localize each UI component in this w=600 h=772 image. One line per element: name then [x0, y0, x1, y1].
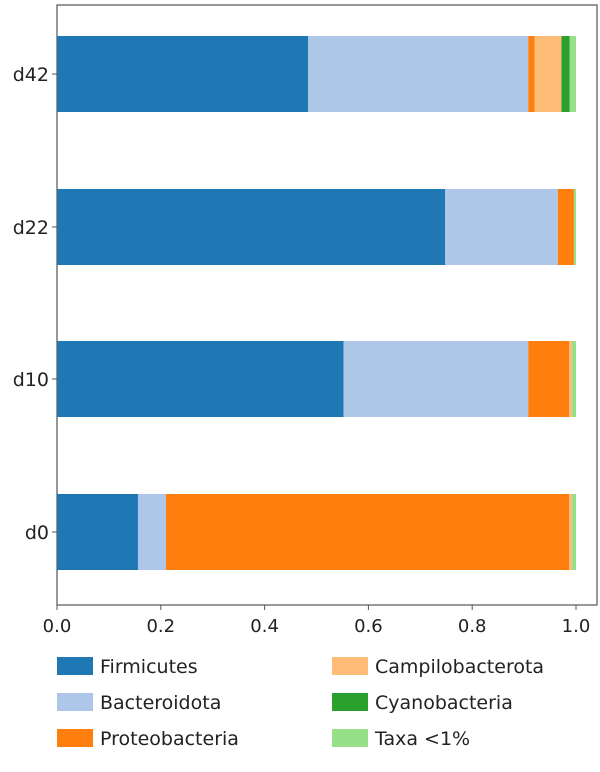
- bar-segment-d22-firmicutes: [57, 189, 446, 265]
- y-tick-label: d22: [13, 217, 49, 239]
- legend-label: Taxa <1%: [374, 728, 470, 750]
- bar-segment-d42-campilobacterota: [534, 36, 562, 112]
- x-tick-label: 0.2: [146, 616, 175, 637]
- bar-segment-d42-proteobacteria: [528, 36, 535, 112]
- bar-segment-d22-proteobacteria: [557, 189, 574, 265]
- x-tick-label: 0.0: [43, 616, 72, 637]
- bar-segment-d0-proteobacteria: [165, 494, 570, 570]
- legend-swatch: [57, 729, 93, 747]
- x-tick-label: 0.8: [458, 616, 487, 637]
- bar-segment-d22-bacteroidota: [445, 189, 558, 265]
- legend-swatch: [332, 729, 368, 747]
- legend-label: Cyanobacteria: [375, 692, 513, 714]
- x-tick-label: 1.0: [562, 616, 591, 637]
- bar-segment-d0-campilobacterota: [569, 494, 572, 570]
- bar-segment-d42-taxa-1-: [569, 36, 576, 112]
- legend-swatch: [57, 657, 93, 675]
- x-tick-label: 0.6: [354, 616, 383, 637]
- bar-segment-d42-firmicutes: [57, 36, 309, 112]
- x-tick-label: 0.4: [250, 616, 279, 637]
- legend-label: Campilobacterota: [375, 656, 544, 678]
- plot-frame: [56, 4, 598, 606]
- bar-segment-d10-taxa-1-: [571, 341, 576, 417]
- bar-segment-d42-bacteroidota: [308, 36, 529, 112]
- legend-swatch: [332, 657, 368, 675]
- bar-segment-d10-bacteroidota: [343, 341, 529, 417]
- bar-segment-d42-cyanobacteria: [561, 36, 570, 112]
- legend-label: Bacteroidota: [100, 692, 221, 714]
- y-tick-label: d42: [13, 64, 49, 86]
- bar-segment-d10-proteobacteria: [528, 341, 570, 417]
- bar-segment-d10-firmicutes: [57, 341, 344, 417]
- bar-segment-d0-bacteroidota: [137, 494, 166, 570]
- bar-segment-d0-taxa-1-: [571, 494, 576, 570]
- bar-segment-d22-taxa-1-: [573, 189, 576, 265]
- bar-segment-d0-firmicutes: [57, 494, 138, 570]
- bar-segment-d10-campilobacterota: [569, 341, 572, 417]
- y-tick-label: d0: [25, 522, 49, 544]
- y-tick-label: d10: [13, 369, 49, 391]
- legend-swatch: [57, 693, 93, 711]
- legend-label: Proteobacteria: [100, 728, 239, 750]
- legend-label: Firmicutes: [100, 656, 198, 678]
- legend-swatch: [332, 693, 368, 711]
